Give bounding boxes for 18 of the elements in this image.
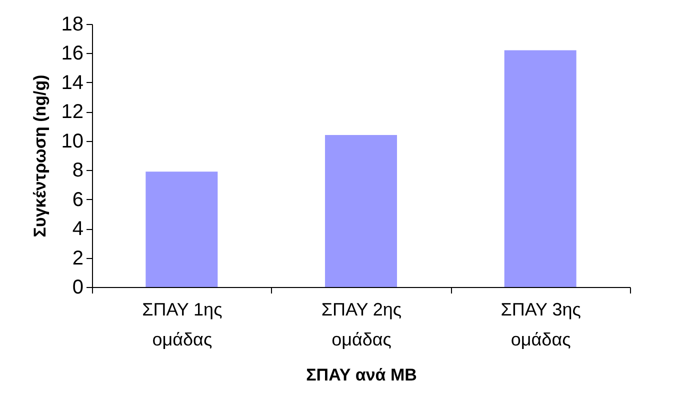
x-tick-label: ΣΠΑΥ 1ης ομάδας (142, 300, 223, 350)
y-tick-label: 8 (72, 160, 84, 182)
y-tick-label: 16 (61, 42, 84, 65)
y-tick-label: 2 (72, 247, 84, 270)
y-tick-label: 14 (61, 72, 84, 94)
x-tick-label: ΣΠΑΥ 2ης ομάδας (321, 300, 402, 350)
bar (504, 50, 576, 287)
x-axis-title: ΣΠΑΥ ανά ΜΒ (306, 366, 417, 384)
y-tick-label: 0 (72, 276, 84, 298)
x-tick-label: ΣΠΑΥ 3ης ομάδας (500, 300, 582, 350)
y-tick-label: 4 (72, 218, 84, 240)
y-tick-label: 12 (61, 101, 84, 124)
bar (146, 172, 218, 287)
bar (325, 135, 397, 287)
y-axis-title: Συγκέντρωση (ng/g) (30, 74, 50, 238)
y-tick-label: 10 (61, 130, 84, 152)
y-tick-label: 6 (72, 188, 84, 211)
y-tick-label: 18 (61, 14, 84, 36)
